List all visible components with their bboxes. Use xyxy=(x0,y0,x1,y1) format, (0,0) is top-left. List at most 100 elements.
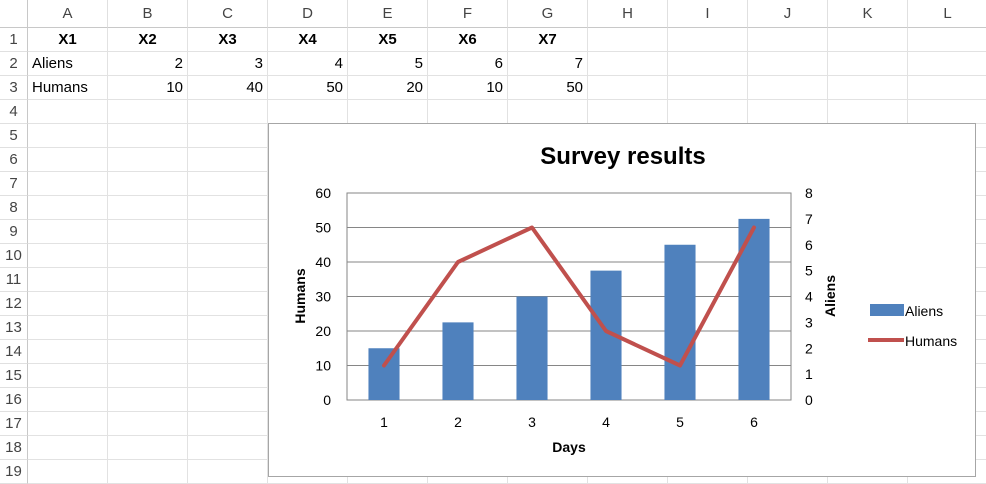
select-all-corner[interactable] xyxy=(0,0,28,28)
cell[interactable] xyxy=(908,28,986,52)
cell-value[interactable]: X6 xyxy=(428,28,508,52)
cell[interactable] xyxy=(668,100,748,124)
cell[interactable] xyxy=(108,460,188,484)
row-header-7[interactable]: 7 xyxy=(0,172,28,196)
cell[interactable] xyxy=(828,52,908,76)
cell[interactable] xyxy=(108,172,188,196)
cell-value[interactable]: 40 xyxy=(188,76,268,100)
cell-value[interactable]: X5 xyxy=(348,28,428,52)
cell[interactable] xyxy=(28,340,108,364)
cell-value[interactable]: 4 xyxy=(268,52,348,76)
cell-value[interactable]: 50 xyxy=(268,76,348,100)
cell[interactable] xyxy=(28,172,108,196)
cell[interactable] xyxy=(28,148,108,172)
row-header-17[interactable]: 17 xyxy=(0,412,28,436)
row-header-15[interactable]: 15 xyxy=(0,364,28,388)
cell[interactable] xyxy=(348,100,428,124)
cell[interactable] xyxy=(108,292,188,316)
row-header-3[interactable]: 3 xyxy=(0,76,28,100)
cell[interactable] xyxy=(188,340,268,364)
cell[interactable] xyxy=(28,220,108,244)
column-header-g[interactable]: G xyxy=(508,0,588,28)
cell[interactable] xyxy=(28,292,108,316)
cell[interactable] xyxy=(188,100,268,124)
row-header-1[interactable]: 1 xyxy=(0,28,28,52)
column-header-h[interactable]: H xyxy=(588,0,668,28)
cell[interactable] xyxy=(828,100,908,124)
column-header-f[interactable]: F xyxy=(428,0,508,28)
cell[interactable] xyxy=(748,52,828,76)
cell[interactable] xyxy=(28,460,108,484)
cell[interactable] xyxy=(28,364,108,388)
cell-value[interactable]: X7 xyxy=(508,28,588,52)
cell[interactable] xyxy=(188,364,268,388)
cell[interactable] xyxy=(188,292,268,316)
cell-value[interactable]: 50 xyxy=(508,76,588,100)
cell[interactable] xyxy=(108,412,188,436)
cell[interactable] xyxy=(108,388,188,412)
cell[interactable] xyxy=(188,460,268,484)
cell[interactable] xyxy=(188,436,268,460)
cell-value[interactable]: 3 xyxy=(188,52,268,76)
cell-value[interactable]: X4 xyxy=(268,28,348,52)
cell[interactable] xyxy=(668,76,748,100)
cell[interactable] xyxy=(188,412,268,436)
cell[interactable] xyxy=(28,124,108,148)
cell-value[interactable]: 20 xyxy=(348,76,428,100)
survey-chart[interactable]: Survey results Humans Aliens Days 0 10 20 3… xyxy=(268,123,976,477)
cell[interactable] xyxy=(28,100,108,124)
cell[interactable] xyxy=(588,76,668,100)
cell[interactable] xyxy=(828,28,908,52)
cell[interactable] xyxy=(108,196,188,220)
cell[interactable] xyxy=(108,316,188,340)
cell[interactable] xyxy=(28,196,108,220)
cell[interactable] xyxy=(828,76,908,100)
column-header-b[interactable]: B xyxy=(108,0,188,28)
cell[interactable] xyxy=(108,436,188,460)
cell-value[interactable]: X3 xyxy=(188,28,268,52)
row-header-14[interactable]: 14 xyxy=(0,340,28,364)
cell[interactable] xyxy=(188,124,268,148)
cell[interactable] xyxy=(28,388,108,412)
cell[interactable] xyxy=(588,100,668,124)
cell[interactable] xyxy=(428,100,508,124)
cell[interactable] xyxy=(908,76,986,100)
cell-value[interactable]: Aliens xyxy=(28,52,108,76)
cell[interactable] xyxy=(748,28,828,52)
cell[interactable] xyxy=(188,268,268,292)
row-header-16[interactable]: 16 xyxy=(0,388,28,412)
cell[interactable] xyxy=(28,244,108,268)
row-header-6[interactable]: 6 xyxy=(0,148,28,172)
cell-value[interactable]: 10 xyxy=(428,76,508,100)
cell[interactable] xyxy=(28,268,108,292)
row-header-4[interactable]: 4 xyxy=(0,100,28,124)
cell-value[interactable]: X2 xyxy=(108,28,188,52)
row-header-10[interactable]: 10 xyxy=(0,244,28,268)
cell[interactable] xyxy=(188,388,268,412)
cell[interactable] xyxy=(108,220,188,244)
cell[interactable] xyxy=(188,172,268,196)
cell[interactable] xyxy=(188,148,268,172)
row-header-19[interactable]: 19 xyxy=(0,460,28,484)
column-header-j[interactable]: J xyxy=(748,0,828,28)
cell[interactable] xyxy=(108,124,188,148)
cell[interactable] xyxy=(668,28,748,52)
cell[interactable] xyxy=(908,100,986,124)
row-header-9[interactable]: 9 xyxy=(0,220,28,244)
cell[interactable] xyxy=(188,196,268,220)
cell-value[interactable]: Humans xyxy=(28,76,108,100)
cell-value[interactable]: 6 xyxy=(428,52,508,76)
cell[interactable] xyxy=(28,436,108,460)
cell[interactable] xyxy=(28,316,108,340)
row-header-5[interactable]: 5 xyxy=(0,124,28,148)
row-header-12[interactable]: 12 xyxy=(0,292,28,316)
cell[interactable] xyxy=(108,244,188,268)
row-header-8[interactable]: 8 xyxy=(0,196,28,220)
row-header-2[interactable]: 2 xyxy=(0,52,28,76)
cell-value[interactable]: 10 xyxy=(108,76,188,100)
cell[interactable] xyxy=(908,52,986,76)
column-header-d[interactable]: D xyxy=(268,0,348,28)
cell[interactable] xyxy=(108,364,188,388)
column-header-c[interactable]: C xyxy=(188,0,268,28)
cell[interactable] xyxy=(108,268,188,292)
